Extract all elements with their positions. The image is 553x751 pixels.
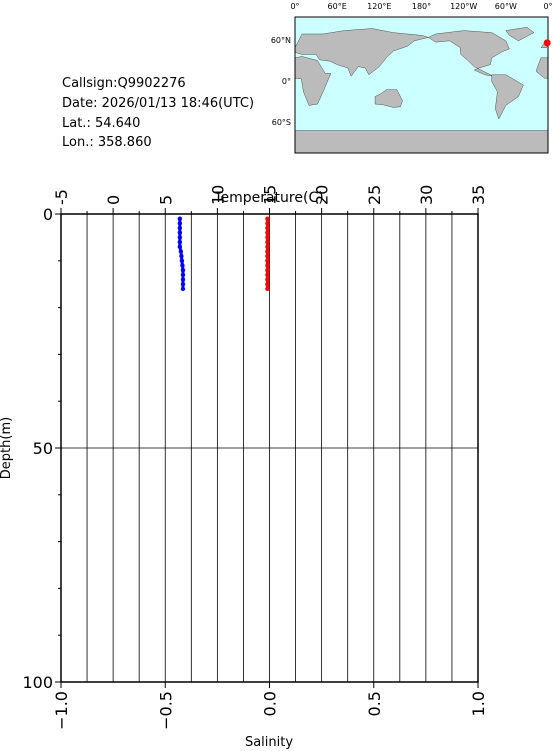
map-lon-label: 120°W	[450, 2, 477, 11]
profile-point	[179, 258, 185, 263]
profile-point	[265, 249, 270, 254]
profile-point	[265, 244, 270, 249]
profile-point	[265, 272, 270, 278]
profile-point	[265, 230, 270, 235]
x2-tick-label: 0.5	[365, 691, 384, 716]
continents	[295, 26, 548, 153]
x2-axis-title: Salinity	[245, 735, 293, 750]
x-tick-label: 0	[104, 195, 123, 205]
x2-tick-label: −0.5	[156, 691, 175, 730]
profile-point	[177, 230, 183, 235]
profile-point	[265, 258, 270, 263]
profile-point	[177, 239, 183, 245]
x-tick-label: 10	[208, 185, 227, 205]
x-tick-label: 25	[365, 185, 384, 205]
profile-point	[179, 253, 184, 259]
profile-point	[180, 277, 186, 282]
profile-point	[265, 253, 270, 259]
profile-point	[265, 267, 270, 273]
profile-point	[265, 216, 270, 221]
x-tick-label: 30	[417, 185, 436, 205]
lat: Lat.: 54.640	[62, 116, 140, 131]
y-tick-label: 100	[22, 673, 53, 692]
x-tick-label: 5	[156, 195, 175, 205]
profile-point	[180, 286, 186, 292]
map-lat-label: 0°	[282, 77, 291, 86]
x-axis-title: Temperature(C)	[213, 190, 323, 206]
profile-point	[177, 225, 183, 231]
profile-point	[265, 225, 270, 231]
callsign: Callsign:Q9902276	[62, 76, 186, 91]
profile-point	[180, 267, 186, 273]
profile-point	[177, 216, 183, 221]
x2-tick-label: 1.0	[469, 691, 488, 716]
y-axis-title: Depth(m)	[0, 417, 14, 479]
x-tick-label: 20	[313, 185, 332, 205]
profile-point	[265, 263, 270, 268]
map-lat-label: 60°S	[272, 118, 291, 127]
map-lon-label: 0°	[543, 2, 552, 11]
profile-point	[177, 244, 183, 249]
map-lon-label: 60°E	[328, 2, 347, 11]
x2-tick-label: −1.0	[52, 691, 71, 730]
x-tick-label: -5	[52, 189, 71, 205]
profile-point	[265, 286, 270, 292]
profile-point	[178, 249, 184, 254]
profile-point	[265, 282, 270, 287]
y-tick-label: 50	[33, 439, 53, 458]
x-tick-label: 15	[261, 185, 280, 205]
map-frame	[294, 16, 549, 154]
map-lat-label: 60°N	[271, 36, 291, 45]
map-marker	[543, 39, 551, 47]
lon: Lon.: 358.860	[62, 135, 152, 150]
date: Date: 2026/01/13 18:46(UTC)	[62, 96, 254, 111]
map-lon-label: 180°	[412, 2, 431, 11]
profile-point	[177, 221, 183, 226]
profile-point	[265, 239, 270, 245]
map-lon-label: 60°W	[495, 2, 517, 11]
x2-tick-label: 0.0	[261, 691, 280, 716]
world-map	[295, 17, 548, 153]
profile-point	[265, 221, 270, 226]
profile-point	[180, 272, 186, 278]
map-lon-label: 120°E	[367, 2, 391, 11]
map-lon-label: 0°	[290, 2, 299, 11]
profile-point	[265, 277, 270, 282]
y-tick-label: 0	[43, 205, 53, 224]
profile-line	[178, 218, 185, 289]
profile-point	[180, 263, 185, 268]
x-tick-label: 35	[469, 185, 488, 205]
profile-point	[265, 235, 270, 240]
profile-point	[180, 282, 186, 287]
profile-point	[177, 235, 183, 240]
